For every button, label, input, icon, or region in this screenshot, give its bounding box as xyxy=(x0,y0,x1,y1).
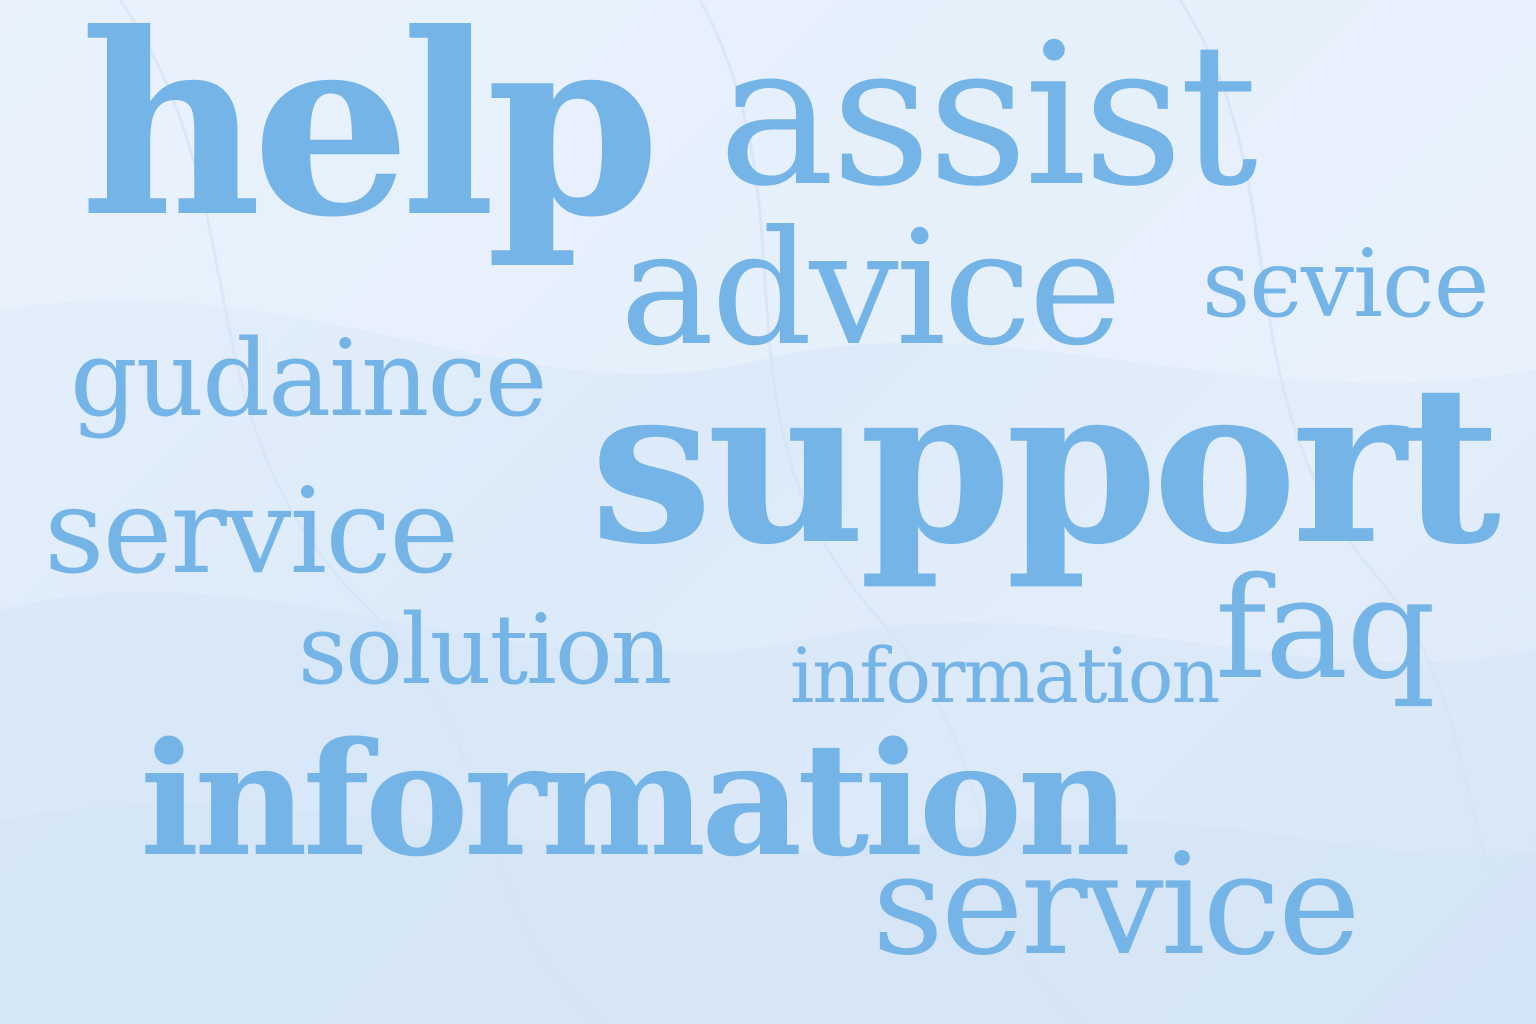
word-guidance: gudaince xyxy=(70,317,547,440)
word-service-small: sєvice xyxy=(1202,230,1489,339)
word-help: help xyxy=(80,0,661,272)
word-service-medium: service xyxy=(44,462,459,600)
word-information-large: information xyxy=(140,708,1131,891)
word-information-small: information xyxy=(790,631,1220,720)
word-service-large: service xyxy=(872,824,1361,987)
word-solution: solution xyxy=(298,594,672,706)
word-faq: faq xyxy=(1215,548,1436,711)
word-advice: advice xyxy=(620,197,1122,381)
word-assist: assist xyxy=(718,2,1258,230)
word-support: support xyxy=(590,337,1501,593)
